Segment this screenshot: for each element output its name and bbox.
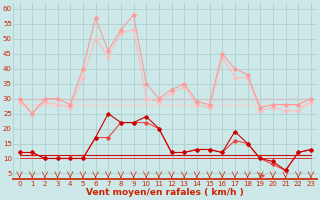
X-axis label: Vent moyen/en rafales ( km/h ): Vent moyen/en rafales ( km/h )	[86, 188, 244, 197]
